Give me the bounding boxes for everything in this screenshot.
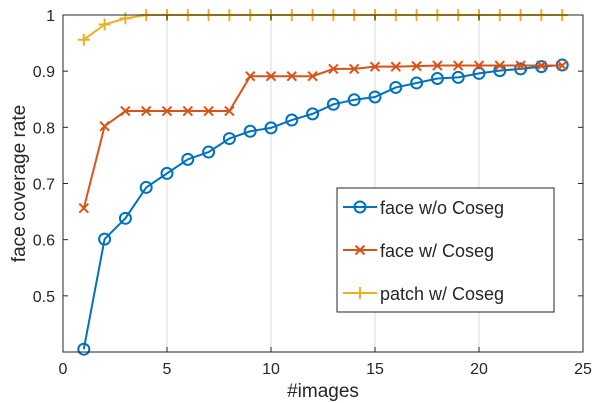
legend-label: patch w/ Coseg — [380, 284, 504, 304]
data-point — [306, 107, 320, 121]
data-point — [514, 62, 528, 76]
y-tick-label: 0.9 — [33, 64, 55, 81]
series-0 — [77, 58, 569, 356]
data-point — [515, 60, 526, 71]
legend-label: face w/o Coseg — [380, 198, 504, 218]
legend-marker — [354, 244, 366, 256]
data-point — [264, 121, 278, 135]
series-line — [83, 14, 563, 41]
series-line — [82, 64, 563, 209]
data-point — [536, 60, 547, 71]
y-tick-label: 0.8 — [33, 120, 55, 137]
y-tick-label: 0.7 — [33, 177, 55, 194]
data-point — [369, 61, 381, 72]
data-point — [410, 76, 424, 90]
data-point — [99, 121, 110, 132]
data-point — [244, 71, 256, 82]
data-point — [77, 33, 90, 46]
data-point — [430, 71, 444, 85]
data-point — [534, 60, 548, 74]
data-point — [98, 18, 111, 31]
y-tick-label: 1 — [46, 8, 55, 25]
x-tick-label: 20 — [470, 361, 488, 378]
series-1 — [78, 60, 568, 214]
data-point — [140, 105, 152, 117]
data-point — [328, 63, 339, 75]
data-point — [473, 60, 485, 71]
data-point — [78, 203, 90, 214]
data-point — [139, 180, 153, 194]
y-tick-label: 0.6 — [33, 233, 55, 250]
data-point — [368, 90, 382, 104]
data-point — [265, 71, 277, 82]
series-line — [82, 63, 563, 350]
data-point — [77, 342, 91, 356]
data-point — [161, 105, 173, 117]
data-point — [411, 60, 422, 72]
data-point — [494, 60, 506, 71]
x-tick-label: 0 — [59, 361, 68, 378]
data-point — [556, 60, 568, 71]
legend-marker — [354, 287, 366, 299]
data-point — [98, 232, 112, 246]
data-point — [120, 105, 131, 117]
data-point — [118, 211, 132, 225]
data-point — [390, 61, 402, 72]
x-axis-label: #images — [287, 381, 359, 402]
x-tick-label: 15 — [366, 361, 384, 378]
data-point — [222, 132, 236, 146]
data-point — [202, 145, 216, 159]
axis-ticks: 0 5 10 15 20 25 0.5 0.6 0.7 0.8 0.9 1 — [33, 8, 592, 378]
data-point — [348, 63, 360, 75]
data-point — [285, 113, 299, 127]
data-point — [432, 60, 443, 71]
data-point — [347, 93, 361, 107]
data-point — [182, 105, 194, 117]
y-tick-label: 0.5 — [33, 289, 55, 306]
x-tick-label: 5 — [163, 361, 172, 378]
data-point — [160, 166, 174, 180]
data-point — [452, 60, 464, 71]
legend-marker — [353, 200, 367, 214]
x-tick-label: 25 — [574, 361, 592, 378]
legend: face w/o Coseg face w/ Coseg patch w/ Cose… — [336, 187, 555, 313]
data-point — [286, 71, 298, 82]
data-point — [224, 105, 235, 117]
y-axis-label: face coverage rate — [9, 105, 30, 262]
data-point — [203, 105, 214, 117]
data-point — [243, 124, 257, 138]
data-point — [451, 70, 465, 84]
data-point — [389, 80, 403, 94]
data-point — [181, 152, 195, 166]
x-tick-label: 10 — [262, 361, 280, 378]
legend-label: face w/ Coseg — [380, 241, 494, 261]
data-point — [326, 97, 340, 111]
data-point — [472, 66, 486, 80]
data-point — [119, 12, 132, 25]
data-point — [307, 71, 318, 82]
